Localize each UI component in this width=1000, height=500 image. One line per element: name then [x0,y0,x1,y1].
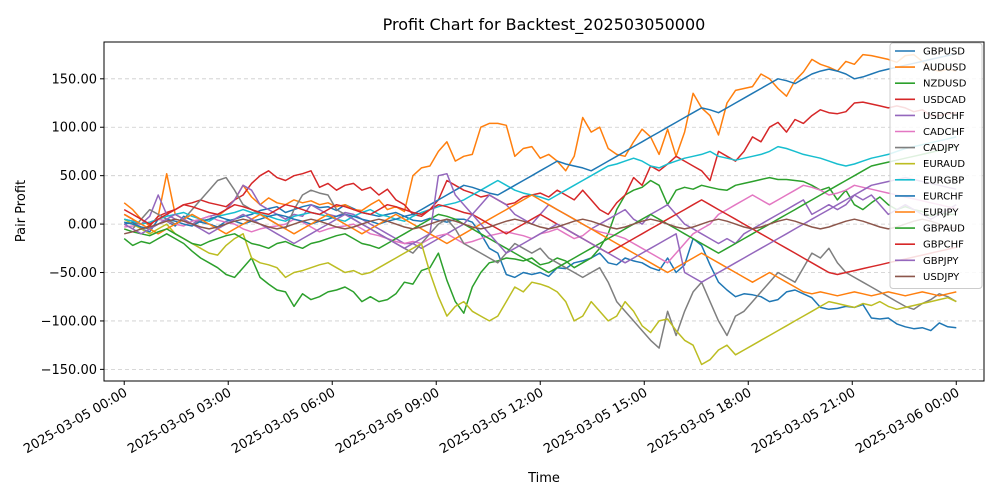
plot-frame [103,41,985,382]
y-tick-label: 100.00 [52,121,98,136]
series-line-eurgbp [124,136,957,225]
legend: GBPUSD AUDUSD NZDUSD USDCAD USDCHF CADCHF CADJ… [889,42,983,289]
x-axis-label: Time [527,471,560,486]
y-tick-label: −100.00 [41,314,97,329]
series-line-eurjpy [123,194,957,297]
series-line-audusd [123,53,957,227]
legend-label: GBPCHF [923,240,964,251]
series-line-eurchf [124,52,957,230]
legend-label: GBPJPY [923,256,959,267]
legend-label: GBPUSD [923,47,965,58]
legend-label: EURJPY [923,208,959,219]
series-line-euraud [123,218,957,366]
legend-label: CADCHF [923,127,965,138]
legend-label: EURAUD [923,159,965,170]
series-line-usdjpy [124,218,957,235]
legend-label: NZDUSD [923,79,967,90]
legend-label: EURGBP [923,175,964,186]
series-line-usdcad [123,101,957,230]
y-axis-ticks: −150.00 −100.00 −50.00 0.00 50.00 100.00 150.0… [41,72,104,378]
legend-label: AUDUSD [923,63,967,74]
series-line-gbpusd [124,203,957,332]
series-line-gbpaud [123,145,957,274]
series-lines [123,52,957,366]
y-tick-label: 150.00 [52,72,98,87]
legend-box [889,42,983,289]
y-tick-label: −50.00 [49,266,97,281]
legend-label: CADJPY [923,143,960,154]
y-axis-label: Pair Profit [14,180,29,242]
legend-label: USDCHF [923,111,965,122]
legend-label: USDCAD [923,95,966,106]
legend-label: GBPAUD [923,224,965,235]
y-tick-label: −150.00 [41,363,97,378]
series-line-gbpchf [123,199,957,276]
chart-title: Profit Chart for Backtest_202503050000 [383,15,706,35]
legend-label: EURCHF [923,191,964,202]
y-tick-label: 50.00 [60,169,97,184]
legend-label: USDJPY [923,272,960,283]
y-tick-label: 0.00 [68,218,97,233]
